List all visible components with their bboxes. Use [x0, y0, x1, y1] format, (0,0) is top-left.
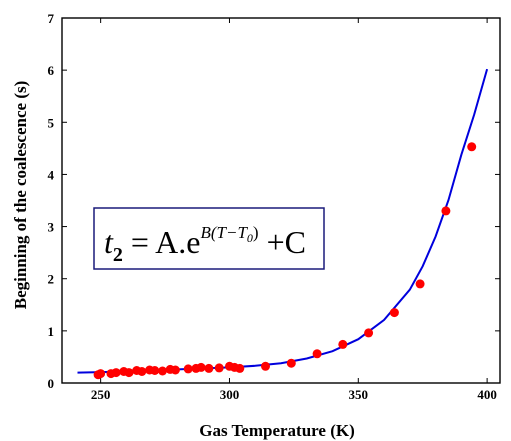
x-tick-label-3: 400: [477, 387, 497, 402]
data-point-25: [364, 328, 374, 338]
data-point-24: [338, 339, 348, 349]
x-axis: 250 300 350 400: [91, 18, 497, 402]
data-point-13: [183, 364, 193, 374]
data-point-1: [96, 369, 106, 379]
plot-area: 250 300 350 400 0 1 2 3 4 5 6 7: [48, 11, 501, 402]
y-tick-label-6: 6: [48, 63, 55, 78]
equation-lhs-sub: 2: [113, 244, 123, 266]
data-point-27: [415, 279, 425, 289]
data-point-10: [158, 366, 167, 376]
equation-lhs: t: [104, 224, 114, 260]
data-point-17: [214, 363, 224, 373]
equation-equals: = A.e: [123, 224, 201, 260]
data-point-12: [170, 365, 180, 375]
data-point-29: [467, 142, 477, 152]
equation-annotation: t2 = A.eB(T−T0) +C: [93, 207, 325, 270]
y-axis: 0 1 2 3 4 5 6 7: [48, 11, 500, 391]
data-point-16: [204, 363, 214, 373]
data-point-28: [441, 206, 451, 216]
y-tick-label-3: 3: [48, 220, 55, 235]
y-tick-label-4: 4: [48, 167, 55, 182]
y-tick-label-1: 1: [48, 324, 55, 339]
equation-box: [93, 207, 325, 270]
y-tick-label-5: 5: [48, 115, 55, 130]
data-point-7: [137, 367, 147, 376]
equation-exponent-close: ): [253, 223, 259, 242]
x-tick-label-2: 350: [349, 387, 369, 402]
data-point-9: [150, 366, 160, 375]
y-tick-label-0: 0: [48, 376, 55, 391]
y-tick-label-7: 7: [48, 11, 55, 26]
x-tick-label-1: 300: [220, 387, 240, 402]
data-point-20: [235, 363, 245, 373]
x-axis-title: Gas Temperature (K): [199, 421, 355, 440]
axes-frame: [61, 17, 501, 384]
data-point-5: [124, 368, 134, 378]
data-point-15: [196, 362, 206, 372]
data-point-22: [286, 358, 296, 368]
data-point-3: [111, 368, 121, 378]
y-tick-label-2: 2: [48, 272, 55, 287]
equation-exponent: B(T−T: [200, 223, 248, 242]
data-points: [93, 142, 477, 380]
data-point-21: [261, 361, 270, 371]
equation-tail: +C: [259, 224, 306, 260]
equation-text: t2 = A.eB(T−T0) +C: [104, 223, 306, 266]
data-point-23: [312, 349, 322, 359]
equation-exponent-sub: 0: [247, 231, 253, 245]
x-tick-label-0: 250: [91, 387, 111, 402]
y-axis-title: Beginning of the coalescence (s): [11, 81, 30, 310]
data-point-26: [389, 308, 399, 318]
